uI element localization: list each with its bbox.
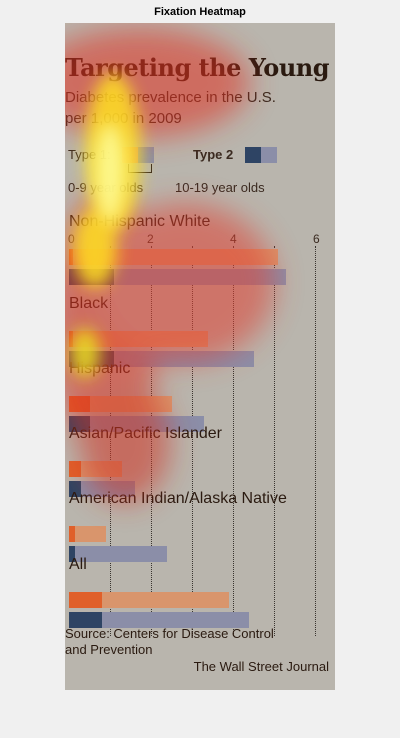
- legend-type2-label: Type 2: [193, 147, 234, 162]
- legend-type2-dark-swatch: [245, 147, 261, 163]
- infographic-panel: Targeting the Young Diabetes prevalence …: [65, 23, 335, 690]
- legend-type1-label: Type 1:: [68, 147, 111, 162]
- bar-old: [69, 612, 250, 628]
- axis-tick-0: 0: [68, 232, 75, 246]
- group-label: Hispanic: [69, 360, 131, 377]
- group-label: All: [69, 556, 87, 573]
- bar-type2: [69, 546, 76, 562]
- subtitle-line-2: per 1,000 in 2009: [65, 110, 182, 127]
- group-label: Non-Hispanic White: [69, 213, 211, 230]
- group-label: Asian/Pacific Islander: [69, 425, 222, 442]
- gridline: [274, 246, 275, 636]
- axis-tick-2: 2: [147, 232, 154, 246]
- legend-age-young: 0-9 year olds: [68, 180, 144, 195]
- legend-type2-light-swatch: [261, 147, 277, 163]
- bar-young: [69, 331, 209, 347]
- bar-type2: [69, 331, 74, 347]
- bar-type2: [69, 461, 82, 477]
- bar-young: [69, 526, 106, 542]
- legend-age-old: 10-19 year olds: [175, 180, 265, 195]
- bar-type2: [69, 612, 102, 628]
- group-label: Black: [69, 295, 109, 312]
- subtitle-line-1: Diabetes prevalence in the U.S.: [65, 89, 276, 106]
- source-line-1: Source: Centers for Disease Control: [65, 626, 274, 641]
- figure-title: Fixation Heatmap: [154, 6, 246, 18]
- bar-young: [69, 592, 229, 608]
- credit: The Wall Street Journal: [193, 659, 329, 674]
- legend-bracket: [128, 164, 152, 173]
- bar-type2: [69, 396, 90, 412]
- bar-type2: [69, 269, 115, 285]
- gridline: [315, 246, 316, 636]
- legend-type1-old-swatch: [138, 147, 154, 163]
- bar-type2: [69, 592, 102, 608]
- group-label: American Indian/Alaska Native: [69, 490, 287, 507]
- axis-tick-6: 6: [313, 232, 320, 246]
- headline: Targeting the Young: [65, 53, 330, 82]
- axis-tick-4: 4: [230, 232, 237, 246]
- bar-old: [69, 546, 168, 562]
- source-line-2: and Prevention: [65, 642, 153, 657]
- bar-type2: [69, 481, 82, 497]
- gridline: [192, 246, 193, 636]
- legend-type1-young-swatch: [122, 147, 138, 163]
- bar-type2: [69, 249, 74, 265]
- bar-type2: [69, 526, 76, 542]
- bar-young: [69, 249, 279, 265]
- gridline: [233, 246, 234, 636]
